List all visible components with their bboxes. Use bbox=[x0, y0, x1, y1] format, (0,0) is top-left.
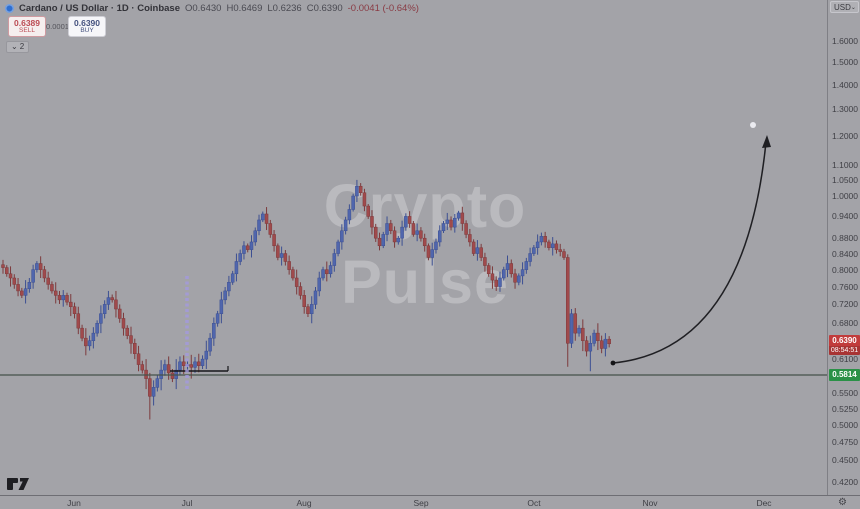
price-tick: 1.0500 bbox=[832, 174, 858, 185]
trade-widget: 0.6389 SELL 0.0001 0.6390 BUY bbox=[8, 16, 106, 37]
price-tick: 0.8000 bbox=[832, 264, 858, 275]
sell-price: 0.6389 bbox=[14, 17, 40, 28]
time-tick: Jul bbox=[181, 498, 193, 508]
spread-value: 0.0001 bbox=[46, 22, 69, 31]
axis-settings-gear-icon[interactable]: ⚙ bbox=[838, 497, 847, 508]
time-tick: Sep bbox=[413, 498, 429, 508]
price-tick: 1.0000 bbox=[832, 191, 858, 201]
time-tick: Dec bbox=[756, 498, 772, 508]
price-axis[interactable]: USD ⌄ 1.6000 1.5000 1.4000 1.3000 1.2000 1.10… bbox=[827, 0, 860, 495]
price-tick: 0.9400 bbox=[832, 211, 858, 222]
price-tick: 1.4000 bbox=[832, 79, 858, 90]
ohlc-low: L0.6236 bbox=[267, 2, 302, 14]
tradingview-logo[interactable] bbox=[6, 477, 34, 492]
ohlc-close: C0.6390 bbox=[306, 2, 343, 14]
currency-label: USD bbox=[834, 2, 851, 12]
price-tick: 0.4500 bbox=[832, 454, 858, 465]
chart-canvas[interactable]: Crypto Pulse bbox=[0, 0, 827, 495]
price-tick: 1.6000 bbox=[832, 35, 858, 46]
time-tick: Jun bbox=[67, 498, 81, 508]
price-tick: 0.6800 bbox=[832, 318, 858, 329]
time-tick: Aug bbox=[296, 498, 312, 508]
drawings-layer[interactable] bbox=[0, 122, 827, 390]
price-tick: 0.5500 bbox=[832, 388, 858, 399]
price-tick: 0.4750 bbox=[832, 436, 858, 447]
buy-label: BUY bbox=[80, 27, 94, 34]
price-tick: 0.7600 bbox=[832, 281, 858, 292]
chevron-down-icon: ⌄ bbox=[850, 4, 856, 11]
price-change: -0.0041 (-0.64%) bbox=[347, 2, 419, 14]
sell-button[interactable]: 0.6389 SELL bbox=[8, 16, 46, 37]
sell-label: SELL bbox=[19, 27, 35, 34]
ohlc-high: H0.6469 bbox=[226, 2, 263, 14]
time-axis[interactable]: Jun Jul Aug Sep Oct Nov Dec ⚙ bbox=[0, 495, 860, 509]
candlestick-chart[interactable] bbox=[0, 0, 827, 495]
collapse-drawings-button[interactable]: ⌄ 2 bbox=[6, 41, 30, 53]
buy-price: 0.6390 bbox=[74, 17, 100, 28]
price-tick: 0.4200 bbox=[832, 477, 858, 488]
price-tick: 1.5000 bbox=[832, 57, 858, 68]
buy-button[interactable]: 0.6390 BUY bbox=[68, 16, 106, 37]
chevron-down-icon: ⌄ bbox=[11, 42, 18, 51]
bar-close-countdown: 08:54:51 bbox=[829, 345, 860, 355]
currency-dropdown[interactable]: USD ⌄ bbox=[830, 1, 859, 13]
price-tick: 0.6100 bbox=[832, 354, 858, 365]
time-tick: Nov bbox=[642, 498, 658, 508]
price-tick: 0.8400 bbox=[832, 248, 858, 259]
horizontal-line-price-label: 0.5814 bbox=[829, 368, 860, 381]
symbol-title[interactable]: Cardano / US Dollar · 1D · Coinbase bbox=[19, 2, 180, 14]
price-tick: 0.5000 bbox=[832, 419, 858, 430]
last-price-value: 0.6390 bbox=[829, 334, 860, 346]
collapse-count: 2 bbox=[19, 42, 25, 51]
price-tick: 0.7200 bbox=[832, 299, 858, 310]
price-tick: 1.3000 bbox=[832, 104, 858, 115]
cardano-logo-icon bbox=[5, 3, 14, 13]
ohlc-open: O0.6430 bbox=[185, 2, 222, 14]
candles-layer bbox=[1, 179, 611, 420]
price-tick: 0.5250 bbox=[832, 403, 858, 414]
price-tick: 1.2000 bbox=[832, 130, 858, 141]
last-price-label: 0.6390 08:54:51 bbox=[829, 334, 860, 355]
time-tick: Oct bbox=[527, 498, 541, 508]
price-tick: 0.8800 bbox=[832, 233, 858, 244]
symbol-legend[interactable]: Cardano / US Dollar · 1D · Coinbase O0.6… bbox=[5, 2, 419, 14]
price-tick: 1.1000 bbox=[832, 159, 858, 170]
